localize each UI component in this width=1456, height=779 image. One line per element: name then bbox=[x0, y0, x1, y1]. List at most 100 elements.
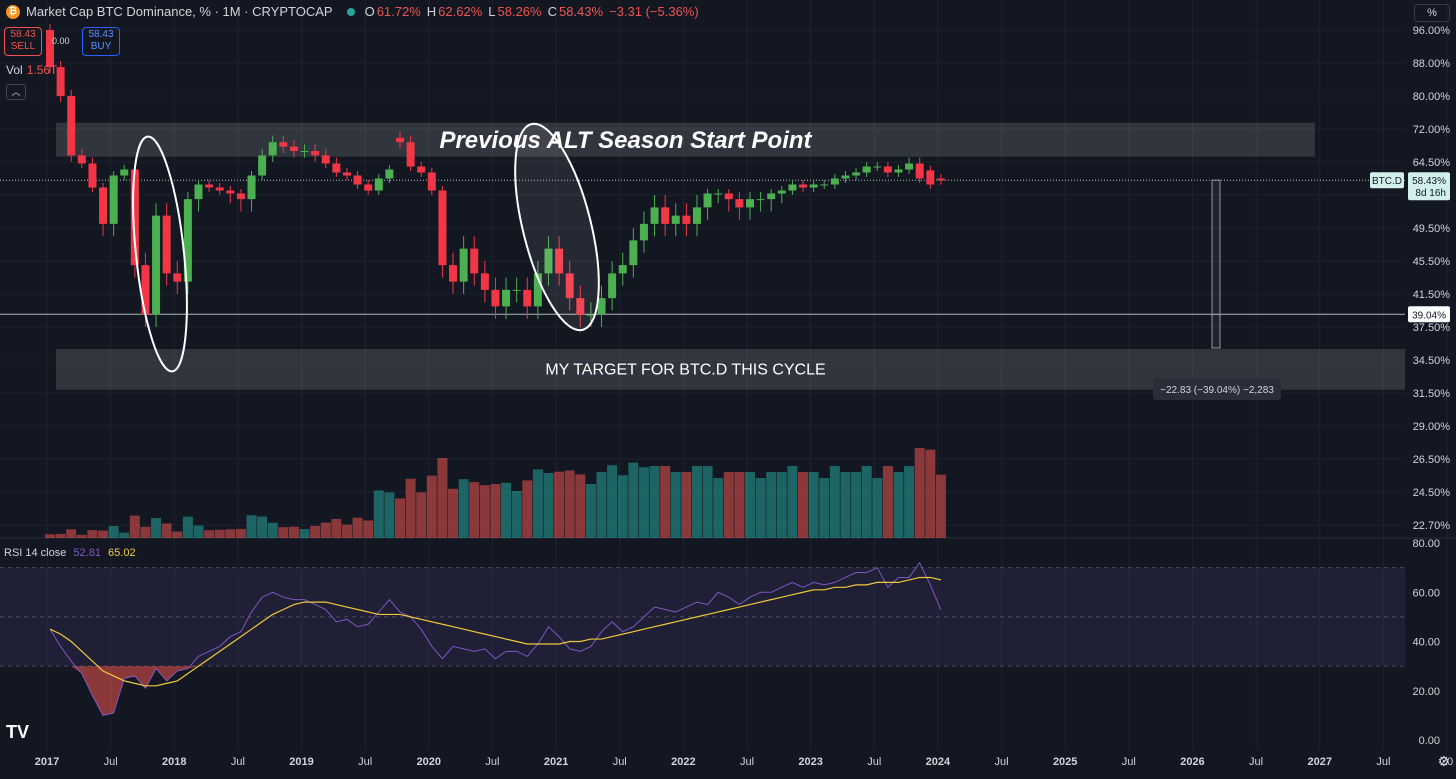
time-tick-label: Jul bbox=[1376, 756, 1390, 768]
countdown-label: 8d 16h bbox=[1415, 188, 1446, 199]
tradingview-logo-icon[interactable]: TV bbox=[6, 722, 30, 742]
candle-body bbox=[226, 190, 235, 194]
candle-body bbox=[173, 273, 182, 282]
symbol-title[interactable]: Market Cap BTC Dominance, % · 1M · CRYPT… bbox=[26, 4, 333, 19]
candle-body bbox=[268, 142, 277, 156]
candle-body bbox=[120, 169, 129, 176]
volume-bar bbox=[511, 491, 522, 538]
volume-bar bbox=[776, 472, 787, 538]
price-tick-label: 31.50% bbox=[1413, 388, 1451, 400]
candle-body bbox=[639, 223, 648, 241]
volume-bar bbox=[469, 482, 480, 538]
candle-body bbox=[194, 184, 203, 200]
volume-bar bbox=[554, 471, 565, 538]
candle-body bbox=[936, 178, 945, 181]
candle-body bbox=[544, 248, 553, 274]
volume-bar bbox=[235, 528, 246, 538]
volume-bar bbox=[172, 531, 183, 538]
time-tick-label: Jul bbox=[613, 756, 627, 768]
candle-body bbox=[311, 151, 320, 156]
volume-bar bbox=[405, 478, 416, 538]
candle-body bbox=[555, 248, 564, 274]
candle-body bbox=[183, 199, 192, 282]
volume-bar bbox=[416, 492, 427, 538]
volume-bar bbox=[193, 525, 204, 538]
percent-scale-button[interactable]: % bbox=[1414, 4, 1450, 22]
candle-body bbox=[480, 273, 489, 290]
volume-bar bbox=[734, 472, 745, 538]
price-tick-label: 37.50% bbox=[1413, 322, 1451, 334]
current-price-badge bbox=[1408, 172, 1450, 201]
volume-bar bbox=[501, 482, 512, 538]
candle-body bbox=[767, 193, 776, 200]
candle-body bbox=[321, 155, 330, 164]
volume-bar bbox=[617, 475, 628, 538]
volume-bar bbox=[310, 525, 321, 538]
time-tick-label: 2022 bbox=[671, 756, 695, 768]
candle-body bbox=[692, 207, 701, 224]
candle-body bbox=[56, 67, 65, 96]
candle-body bbox=[236, 193, 245, 200]
volume-bar bbox=[448, 488, 459, 538]
time-tick-label: 2019 bbox=[289, 756, 313, 768]
time-tick-label: Jul bbox=[995, 756, 1009, 768]
volume-bar bbox=[55, 533, 66, 538]
volume-bar bbox=[151, 518, 162, 538]
candle-body bbox=[777, 190, 786, 194]
candle-body bbox=[512, 289, 521, 291]
sell-button[interactable]: 58.43 SELL bbox=[4, 27, 42, 56]
candle-body bbox=[342, 172, 351, 176]
volume-bar bbox=[458, 479, 469, 538]
measure-label-bg bbox=[1153, 378, 1281, 400]
candle-body bbox=[809, 184, 818, 188]
gear-icon[interactable]: ⚙ bbox=[1437, 753, 1450, 769]
volume-bar bbox=[257, 516, 268, 538]
candle-body bbox=[417, 166, 426, 173]
volume-bar bbox=[490, 484, 501, 538]
candle-body bbox=[883, 166, 892, 173]
current-symbol-label: BTC.D bbox=[1372, 176, 1402, 187]
volume-bar bbox=[129, 515, 140, 538]
candle-body bbox=[470, 248, 479, 274]
time-tick-label: Jul bbox=[485, 756, 499, 768]
price-tick-label: 88.00% bbox=[1413, 58, 1451, 70]
candle-body bbox=[650, 207, 659, 224]
candle-body bbox=[703, 193, 712, 208]
candle-body bbox=[629, 240, 638, 266]
volume-bar bbox=[670, 472, 681, 538]
candle-body bbox=[852, 172, 861, 176]
candle-body bbox=[99, 187, 108, 224]
volume-bar bbox=[564, 470, 575, 538]
volume-bar bbox=[363, 520, 374, 538]
price-tick-label: 96.00% bbox=[1413, 25, 1451, 37]
volume-bar bbox=[267, 522, 278, 538]
volume-bar bbox=[851, 472, 862, 538]
price-tick-label: 80.00% bbox=[1413, 91, 1451, 103]
volume-bar bbox=[373, 490, 384, 538]
volume-bar bbox=[45, 534, 55, 538]
volume-bar bbox=[575, 474, 586, 538]
candle-body bbox=[894, 169, 903, 173]
rsi-tick-label: 20.00 bbox=[1412, 686, 1440, 698]
candle-body bbox=[565, 273, 574, 299]
volume-bar bbox=[882, 466, 893, 538]
candle-body bbox=[873, 166, 882, 168]
candle-body bbox=[820, 184, 829, 186]
rsi-legend: RSI 14 close 52.81 65.02 bbox=[4, 547, 136, 559]
time-tick-label: Jul bbox=[867, 756, 881, 768]
volume-bar bbox=[341, 524, 352, 538]
candle-body bbox=[67, 96, 76, 156]
buy-button[interactable]: 58.43 BUY bbox=[82, 27, 120, 56]
candle-body bbox=[449, 265, 458, 282]
time-tick-label: Jul bbox=[358, 756, 372, 768]
volume-bar bbox=[819, 478, 830, 538]
volume-bar bbox=[161, 523, 172, 538]
volume-bar bbox=[681, 472, 692, 538]
volume-bar bbox=[66, 529, 77, 538]
volume-bar bbox=[384, 492, 395, 538]
chevron-up-icon[interactable]: ︿ bbox=[6, 84, 26, 100]
volume-bar bbox=[87, 530, 98, 538]
candle-body bbox=[502, 289, 511, 307]
